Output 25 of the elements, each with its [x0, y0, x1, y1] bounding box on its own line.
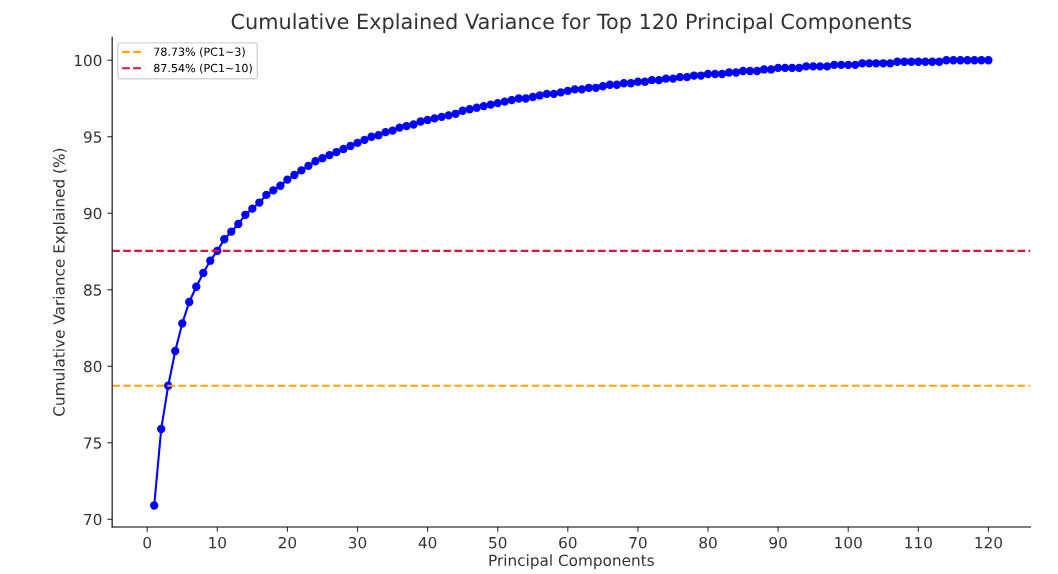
- y-axis-title: Cumulative Variance Explained (%): [52, 148, 68, 416]
- y-tick-label: 80: [84, 360, 102, 373]
- x-tick-label: 80: [699, 536, 717, 549]
- y-tick-label: 75: [84, 437, 102, 449]
- x-tick-label: 90: [769, 536, 787, 549]
- x-tick-label: 0: [143, 536, 152, 549]
- x-axis-title: Principal Components: [489, 554, 654, 569]
- x-tick-label: 70: [629, 536, 647, 549]
- x-tick-label: 110: [905, 536, 932, 549]
- y-tick-label: 70: [84, 513, 102, 526]
- x-tick-label: 100: [835, 536, 862, 549]
- y-tick-label: 95: [83, 131, 102, 143]
- y-tick-label: 100: [74, 54, 102, 67]
- x-tick-label: 40: [418, 536, 437, 549]
- x-tick-label: 50: [489, 536, 507, 549]
- x-tick-label: 120: [975, 536, 1002, 549]
- x-tick-label: 10: [209, 536, 227, 549]
- x-tick-label: 30: [348, 536, 367, 549]
- y-tick-label: 85: [84, 284, 102, 296]
- x-tick-label: 20: [278, 536, 297, 549]
- x-tick-label: 60: [559, 536, 577, 549]
- y-tick-label: 90: [83, 207, 102, 220]
- chart-title: Cumulative Explained Variance for Top 120 Principal Components: [231, 13, 912, 34]
- legend-label: 87.54% (PC1~10): [154, 63, 252, 74]
- legend-label: 78.73% (PC1~3): [154, 47, 245, 58]
